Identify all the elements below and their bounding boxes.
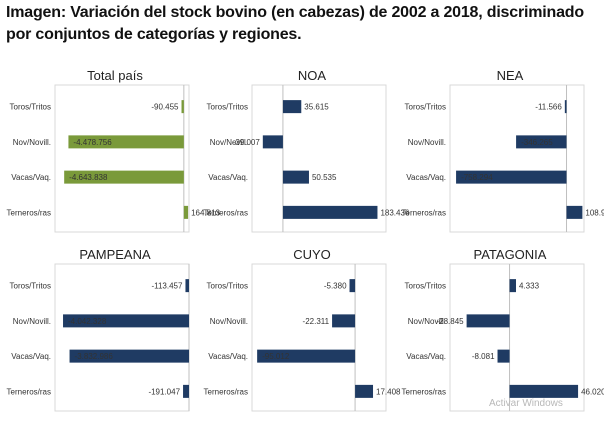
- chart-panel-cuyo: CUYO Toros/Tritos -5.380 Nov/Novill. -22.311…: [202, 243, 401, 415]
- bar-vacas-vaq: [69, 349, 189, 363]
- bar-terneros-ras: [183, 384, 189, 398]
- chart-panel-noa: NOA Toros/Tritos 35.615 Nov/Novill. -39.007 V…: [202, 64, 410, 236]
- value-label-nov-novill: -4.042.328: [68, 317, 107, 326]
- value-label-vacas-vaq: 50.535: [312, 173, 337, 182]
- category-label-terneros-ras: Terneros/ras: [7, 387, 51, 396]
- chart-nea: NEA Toros/Tritos -11.566 Nov/Novill. -346.26…: [402, 68, 604, 233]
- plot-frame: [449, 263, 585, 412]
- category-label-nov-novill: Nov/Novill.: [210, 317, 248, 326]
- chart-panel-patagonia: PATAGONIA Toros/Tritos 4.333 Nov/Novill. -28…: [400, 243, 604, 415]
- chart-title: Total país: [87, 68, 143, 83]
- bar-nov-novill: [68, 135, 184, 149]
- bar-nov-novill: [516, 135, 567, 149]
- value-label-nov-novill: -4.478.756: [73, 138, 112, 147]
- plot-frame: [251, 84, 387, 233]
- category-label-vacas-vaq: Vacas/Vaq.: [208, 352, 248, 361]
- value-label-toros-tritos: -113.457: [151, 282, 183, 291]
- bar-toros-tritos: [349, 279, 356, 293]
- value-label-toros-tritos: 4.333: [519, 282, 540, 291]
- category-label-toros-tritos: Toros/Tritos: [10, 103, 52, 112]
- value-label-nov-novill: -28.845: [436, 317, 464, 326]
- bar-toros-tritos: [181, 100, 184, 114]
- value-label-vacas-vaq: -758.294: [461, 173, 493, 182]
- category-label-nov-novill: Nov/Novill.: [13, 317, 51, 326]
- bar-toros-tritos: [282, 100, 302, 114]
- chart-panel-nea: NEA Toros/Tritos -11.566 Nov/Novill. -346.26…: [400, 64, 604, 236]
- category-label-nov-novill: Nov/Novill.: [210, 138, 248, 147]
- bar-terneros-ras: [282, 205, 378, 219]
- chart-cuyo: CUYO Toros/Tritos -5.380 Nov/Novill. -22.311…: [204, 247, 401, 412]
- value-label-terneros-ras: 108.996: [585, 208, 604, 217]
- chart-patagonia: PATAGONIA Toros/Tritos 4.333 Nov/Novill.-28…: [402, 247, 604, 412]
- category-label-toros-tritos: Toros/Tritos: [10, 282, 52, 291]
- value-label-nov-novill: -346.265: [521, 138, 553, 147]
- category-label-terneros-ras: Terneros/ras: [7, 208, 51, 217]
- bar-vacas-vaq: [497, 349, 510, 363]
- bar-terneros-ras: [355, 384, 374, 398]
- bar-nov-novill: [63, 314, 189, 328]
- chart-title: PATAGONIA: [474, 247, 547, 262]
- bar-terneros-ras: [509, 384, 579, 398]
- value-label-vacas-vaq: -4.643.838: [69, 173, 108, 182]
- category-label-toros-tritos: Toros/Tritos: [207, 282, 249, 291]
- category-label-nov-novill: Nov/Novill.: [13, 138, 51, 147]
- category-label-nov-novill: Nov/Novill.: [408, 317, 446, 326]
- category-label-vacas-vaq: Vacas/Vaq.: [11, 352, 51, 361]
- plot-frame: [54, 84, 190, 233]
- chart-total-pais: Total país Toros/Tritos -90.455 Nov/Novill.…: [7, 68, 221, 233]
- value-label-terneros-ras: 164.813: [191, 208, 220, 217]
- bar-vacas-vaq: [282, 170, 309, 184]
- chart-title: NEA: [497, 68, 524, 83]
- bar-toros-tritos: [185, 279, 189, 293]
- value-label-vacas-vaq: -8.081: [472, 352, 495, 361]
- chart-pampeana: PAMPEANA Toros/Tritos -113.457 Nov/Novill. -…: [7, 247, 190, 412]
- figure-heading: Imagen: Variación del stock bovino (en c…: [6, 4, 584, 43]
- chart-title: NOA: [298, 68, 327, 83]
- bar-terneros-ras: [566, 205, 583, 219]
- value-label-nov-novill: -22.311: [303, 317, 330, 326]
- bar-toros-tritos: [509, 279, 517, 293]
- value-label-nov-novill: -39.007: [233, 138, 261, 147]
- category-label-vacas-vaq: Vacas/Vaq.: [406, 352, 446, 361]
- value-label-toros-tritos: -5.380: [324, 282, 347, 291]
- value-label-vacas-vaq: -95.012: [262, 352, 290, 361]
- category-label-terneros-ras: Terneros/ras: [204, 387, 248, 396]
- category-label-toros-tritos: Toros/Tritos: [405, 282, 447, 291]
- value-label-vacas-vaq: -3.832.986: [75, 352, 114, 361]
- value-label-terneros-ras: -191.047: [148, 387, 180, 396]
- activation-watermark: Activar Windows: [489, 398, 563, 409]
- category-label-toros-tritos: Toros/Tritos: [405, 103, 447, 112]
- chart-noa: NOA Toros/Tritos 35.615 Nov/Novill.-39.007 V…: [204, 68, 410, 233]
- category-label-toros-tritos: Toros/Tritos: [207, 103, 249, 112]
- value-label-terneros-ras: 46.020: [581, 387, 604, 396]
- bar-terneros-ras: [183, 205, 189, 219]
- category-label-vacas-vaq: Vacas/Vaq.: [208, 173, 248, 182]
- value-label-terneros-ras: 183.436: [380, 208, 409, 217]
- plot-frame: [449, 84, 585, 233]
- category-label-terneros-ras: Terneros/ras: [402, 208, 446, 217]
- value-label-terneros-ras: 17.408: [376, 387, 401, 396]
- chart-title: PAMPEANA: [79, 247, 151, 262]
- value-label-toros-tritos: -11.566: [535, 103, 562, 112]
- bar-vacas-vaq: [456, 170, 567, 184]
- plot-frame: [251, 263, 387, 412]
- category-label-terneros-ras: Terneros/ras: [402, 387, 446, 396]
- category-label-nov-novill: Nov/Novill.: [408, 138, 446, 147]
- chart-panel-total-pais: Total país Toros/Tritos -90.455 Nov/Novill.…: [5, 64, 221, 236]
- bar-nov-novill: [332, 314, 356, 328]
- chart-panel-pampeana: PAMPEANA Toros/Tritos -113.457 Nov/Novill. -…: [5, 243, 195, 415]
- bar-vacas-vaq: [64, 170, 184, 184]
- value-label-toros-tritos: 35.615: [304, 103, 329, 112]
- bar-toros-tritos: [564, 100, 567, 114]
- category-label-vacas-vaq: Vacas/Vaq.: [11, 173, 51, 182]
- value-label-toros-tritos: -90.455: [151, 103, 179, 112]
- chart-title: CUYO: [293, 247, 331, 262]
- category-label-terneros-ras: Terneros/ras: [204, 208, 248, 217]
- bar-nov-novill: [466, 314, 510, 328]
- bar-vacas-vaq: [257, 349, 356, 363]
- category-label-vacas-vaq: Vacas/Vaq.: [406, 173, 446, 182]
- bar-nov-novill: [262, 135, 283, 149]
